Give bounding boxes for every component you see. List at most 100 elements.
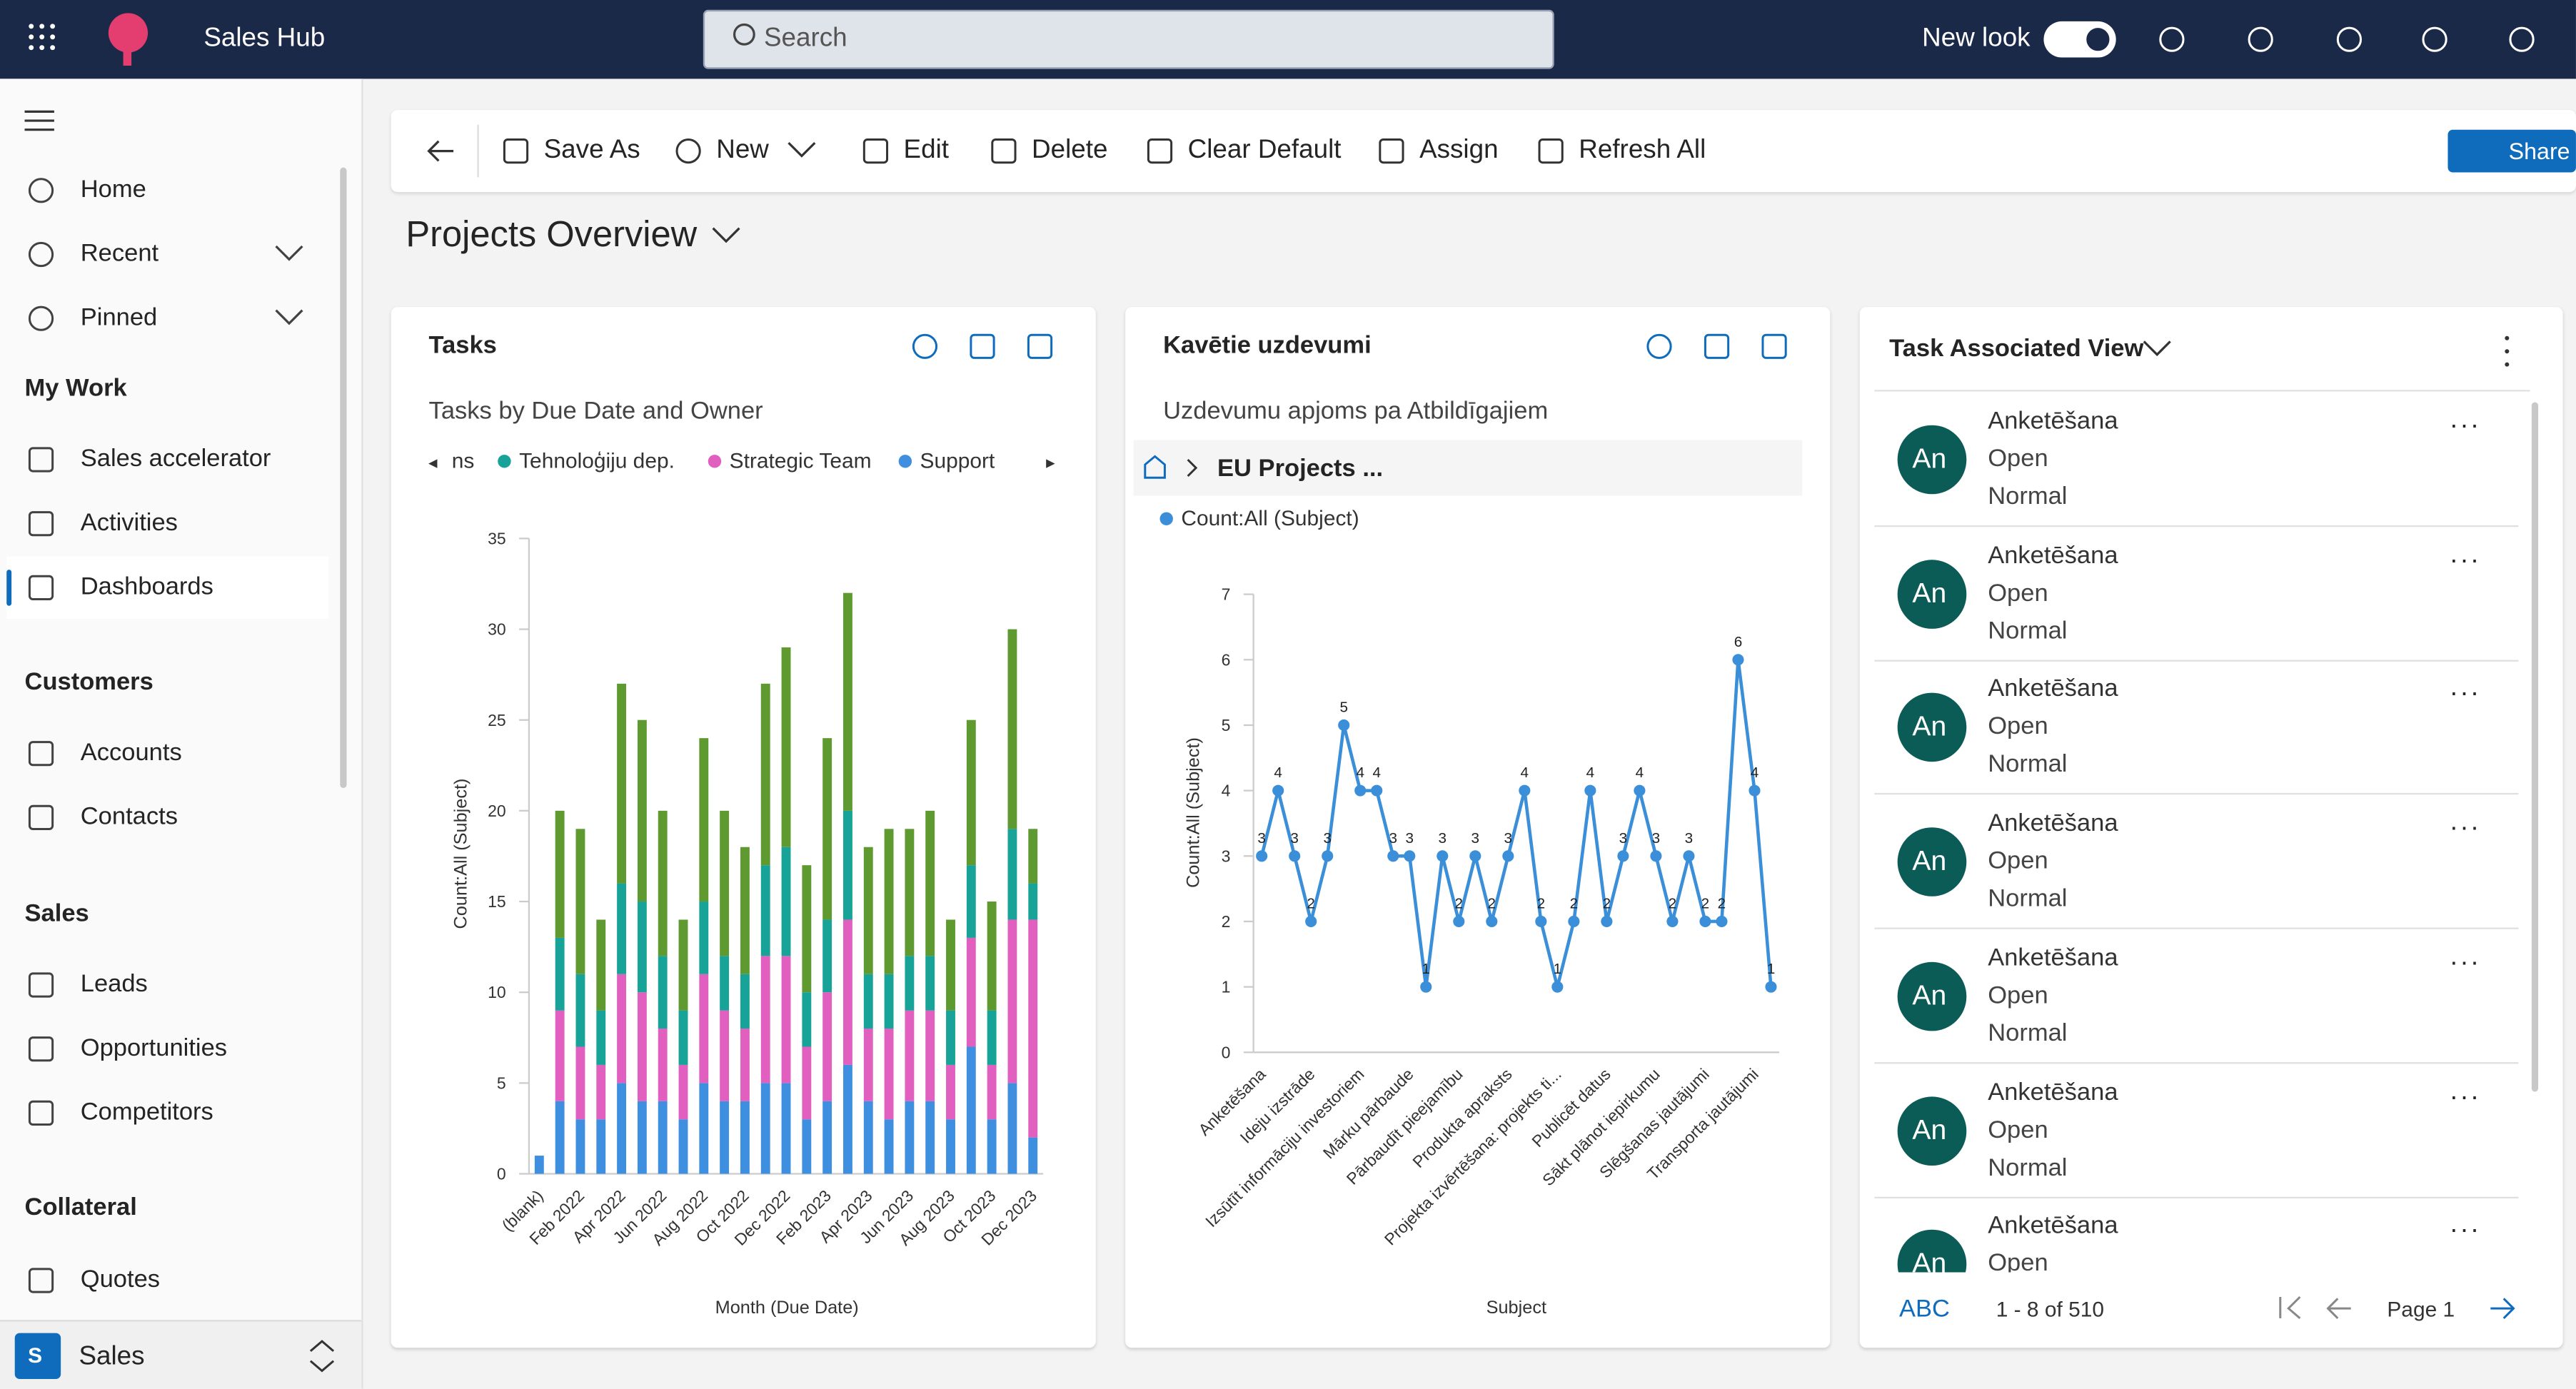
- data-label: 2: [1603, 896, 1611, 912]
- row-more[interactable]: ···: [2449, 814, 2481, 843]
- view-title[interactable]: Task Associated View: [1889, 335, 2144, 363]
- dashboard-title[interactable]: Projects Overview: [406, 213, 698, 255]
- data-label: 1: [1767, 961, 1776, 977]
- point: [1551, 981, 1564, 993]
- y-tick-label: 10: [488, 983, 506, 1001]
- x-tick-label: Mārku pārbaude: [1319, 1065, 1417, 1163]
- bar-segment: [884, 974, 894, 1029]
- nav-item[interactable]: Home: [80, 176, 146, 204]
- card: [1859, 307, 2563, 1348]
- row-more[interactable]: ···: [2449, 948, 2481, 977]
- toggle[interactable]: [2043, 21, 2116, 58]
- nav-group-title: My Work: [24, 374, 127, 403]
- share-label[interactable]: Share: [2508, 138, 2570, 164]
- task-status: Open: [1988, 1249, 2048, 1273]
- toolbar-button[interactable]: New: [716, 136, 769, 164]
- point: [1469, 850, 1481, 862]
- task-name[interactable]: Anketēšana: [1988, 675, 2118, 704]
- card-title: Kavētie uzdevumi: [1163, 331, 1372, 360]
- nav-item[interactable]: Pinned: [80, 303, 158, 332]
- y-tick-label: 5: [497, 1074, 506, 1092]
- toolbar-button[interactable]: Save As: [543, 136, 640, 164]
- nav-item[interactable]: Dashboards: [80, 572, 213, 601]
- area-name[interactable]: Sales: [79, 1343, 145, 1371]
- y-axis-title: Count:All (Subject): [1184, 737, 1204, 888]
- point: [1272, 784, 1284, 797]
- bar-segment: [822, 919, 832, 993]
- data-label: 3: [1471, 830, 1480, 847]
- toolbar-button[interactable]: Assign: [1419, 136, 1499, 164]
- nav-item[interactable]: Recent: [80, 239, 159, 268]
- task-name[interactable]: Anketēšana: [1988, 1211, 2118, 1240]
- bar-segment: [1007, 629, 1017, 829]
- toolbar-button[interactable]: Edit: [903, 136, 950, 164]
- row-more[interactable]: ···: [2449, 412, 2481, 440]
- point: [1404, 850, 1416, 862]
- nav-item[interactable]: Leads: [80, 970, 148, 999]
- filter-link[interactable]: ABC: [1898, 1295, 1950, 1323]
- bar-segment: [637, 992, 647, 1101]
- bar-segment: [596, 1119, 606, 1174]
- data-label: 3: [1290, 830, 1299, 847]
- y-tick-label: 2: [1222, 912, 1231, 931]
- search-box[interactable]: [703, 9, 1554, 69]
- bar-segment: [658, 810, 668, 956]
- row-more[interactable]: ···: [2449, 546, 2481, 575]
- nav-item[interactable]: Sales accelerator: [80, 445, 271, 473]
- bar-segment: [781, 1083, 791, 1174]
- point: [1617, 850, 1629, 862]
- avatar: [1897, 425, 1967, 495]
- task-name[interactable]: Anketēšana: [1988, 407, 2118, 435]
- row-more[interactable]: ···: [2449, 1082, 2481, 1111]
- avatar-initials: An: [1912, 979, 1947, 1011]
- nav-item[interactable]: Opportunities: [80, 1034, 228, 1063]
- bar-segment: [802, 1119, 812, 1174]
- data-label: 6: [1734, 634, 1743, 650]
- nav-item[interactable]: Contacts: [80, 802, 178, 831]
- point: [1749, 784, 1761, 797]
- task-name[interactable]: Anketēšana: [1988, 809, 2118, 838]
- chart-title: Tasks by Due Date and Owner: [428, 397, 763, 425]
- nav-item[interactable]: Accounts: [80, 739, 182, 767]
- point: [1256, 850, 1268, 862]
- toolbar-button[interactable]: Delete: [1032, 136, 1108, 164]
- bar-segment: [720, 1010, 730, 1101]
- task-name[interactable]: Anketēšana: [1988, 541, 2118, 570]
- toolbar-button[interactable]: Clear Default: [1187, 136, 1342, 164]
- card-title: Tasks: [428, 331, 497, 360]
- row-more[interactable]: ···: [2449, 680, 2481, 709]
- nav-item[interactable]: Activities: [80, 509, 178, 537]
- bar-segment: [740, 1101, 750, 1174]
- legend-arrow: ◄: [426, 455, 440, 472]
- y-tick-label: 15: [488, 892, 506, 911]
- avatar-initials: An: [1912, 845, 1947, 877]
- bar-segment: [822, 1101, 832, 1174]
- nav-item[interactable]: Quotes: [80, 1266, 161, 1294]
- point: [1322, 850, 1334, 862]
- toolbar-button[interactable]: Refresh All: [1579, 136, 1706, 164]
- y-tick-label: 30: [488, 620, 506, 639]
- bar-segment: [781, 847, 791, 956]
- bar-segment: [905, 1101, 915, 1174]
- bar-segment: [617, 1083, 627, 1174]
- chart-title: Uzdevumu apjoms pa Atbildīgajiem: [1163, 397, 1549, 425]
- bar-segment: [987, 901, 997, 1011]
- task-name[interactable]: Anketēšana: [1988, 1077, 2118, 1106]
- task-name[interactable]: Anketēšana: [1988, 944, 2118, 972]
- row-more[interactable]: ···: [2449, 1216, 2481, 1245]
- point: [1535, 915, 1547, 928]
- bar-segment: [617, 683, 627, 884]
- page-indicator: Page 1: [2387, 1297, 2455, 1322]
- nav-item[interactable]: Competitors: [80, 1098, 213, 1126]
- share-button[interactable]: [2447, 129, 2576, 173]
- point: [1305, 915, 1317, 928]
- y-tick-label: 4: [1222, 782, 1231, 800]
